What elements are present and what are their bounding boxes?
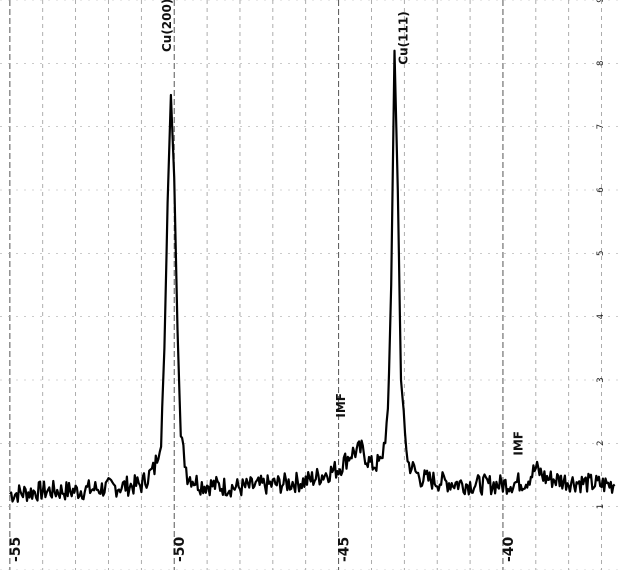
series-line xyxy=(9,49,616,503)
annotation-label: IMF xyxy=(334,393,348,418)
annotation-label: IMF xyxy=(512,431,526,456)
x-tick-label: -45 xyxy=(337,537,353,562)
x-tick-label: -40 xyxy=(501,536,517,562)
y-tick-label: 9 xyxy=(596,0,606,3)
annotation-label: Cu(200) xyxy=(160,0,174,52)
y-tick-label: 6 xyxy=(596,187,606,192)
annotation-label: Cu(111) xyxy=(397,11,411,64)
y-tick-label: 4 xyxy=(596,314,606,319)
y-tick-label: 7 xyxy=(596,124,606,129)
y-tick-label: 8 xyxy=(596,61,606,66)
y-tick-label: 1 xyxy=(596,504,606,509)
x-tick-label: -50 xyxy=(172,536,188,562)
x-tick-label: -55 xyxy=(8,537,24,562)
x-tick-labels: -55 -50 -45 -40 xyxy=(8,536,517,562)
y-tick-label: 3 xyxy=(596,377,606,382)
y-tick-label: 5 xyxy=(596,251,606,256)
annotations: Cu(200) Cu(111) IMF IMF xyxy=(160,0,526,456)
y-tick-label: 2 xyxy=(596,441,606,446)
y-tick-labels: 1 2 3 4 5 6 7 8 9 xyxy=(596,0,606,509)
